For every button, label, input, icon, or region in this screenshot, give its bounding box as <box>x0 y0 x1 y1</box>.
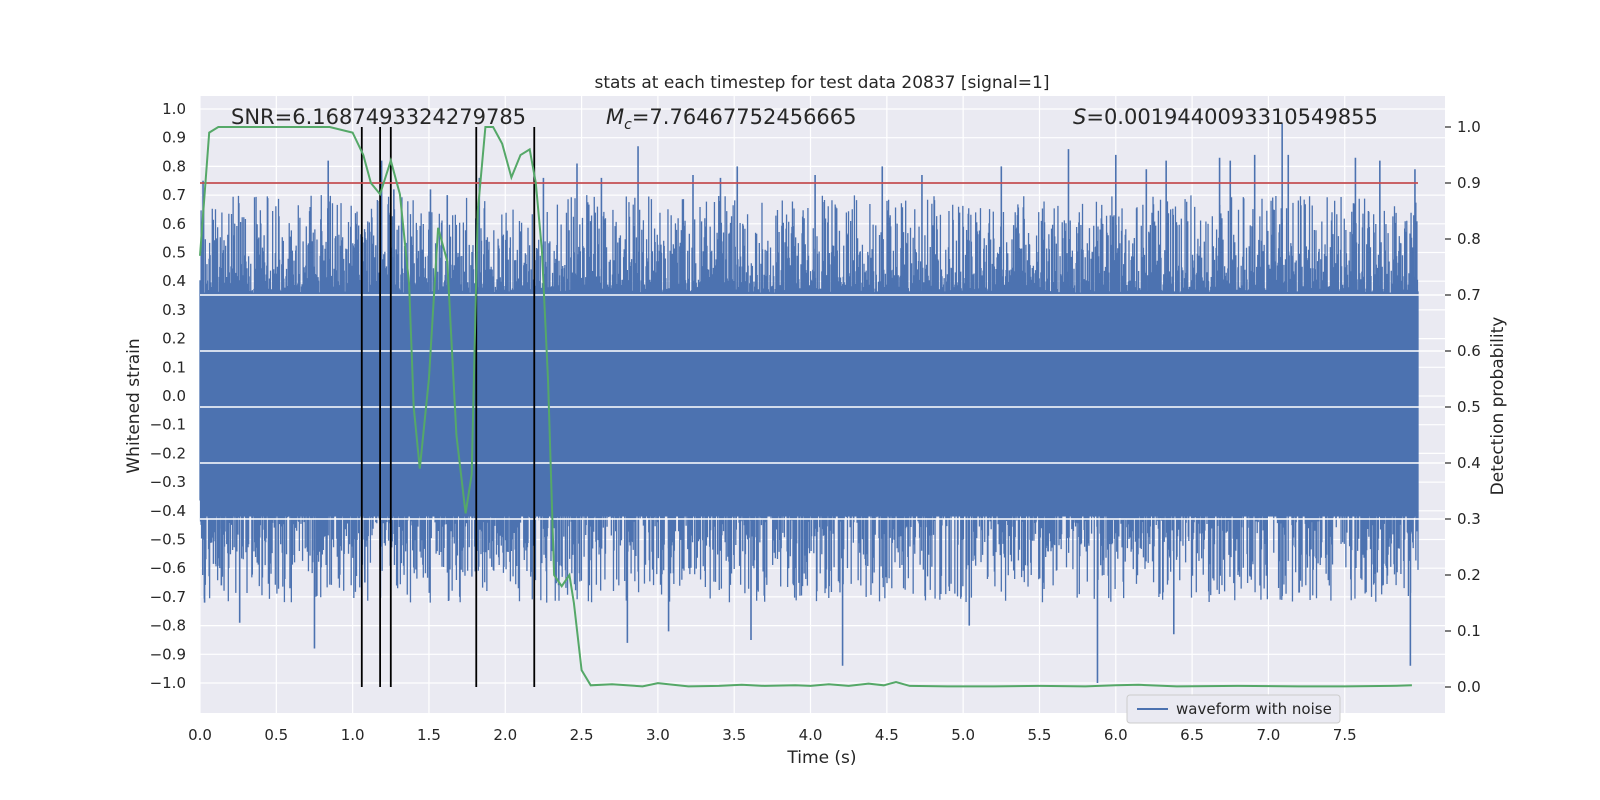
x-tick-label: 6.5 <box>1180 726 1204 744</box>
snr-s-annotation: S=0.0019440093310549855 <box>1073 105 1378 129</box>
left-tick-label: 0.5 <box>162 244 186 262</box>
right-tick-label: 1.0 <box>1457 118 1481 136</box>
grid-overlay <box>200 294 1445 520</box>
probability-curve <box>199 126 1412 688</box>
chirp-mass-annotation: Mc=7.76467752456665 <box>606 105 857 133</box>
x-tick-label: 5.0 <box>951 726 975 744</box>
x-tick-label: 3.5 <box>722 726 746 744</box>
right-axis: 1.0 0.9 0.8 0.7 0.6 0.5 0.4 0.3 0.2 0.1 0.0 <box>1445 118 1481 696</box>
legend: waveform with noise <box>1126 694 1341 724</box>
left-axis-label: Whitened strain <box>124 338 144 473</box>
x-tick-label: 6.0 <box>1104 726 1128 744</box>
right-tick-label: 0.2 <box>1457 566 1481 584</box>
left-tick-label: −0.3 <box>150 473 186 491</box>
snr-annotation: SNR=6.1687493324279785 <box>231 105 526 129</box>
right-tick-label: 0.9 <box>1457 174 1481 192</box>
right-tick-label: 0.8 <box>1457 230 1481 248</box>
left-tick-label: 0.2 <box>162 330 186 348</box>
chirp-mass-subscript: c <box>624 117 632 133</box>
left-tick-label: 1.0 <box>162 100 186 118</box>
x-tick-label: 0.5 <box>264 726 288 744</box>
left-tick-label: −0.8 <box>150 617 186 635</box>
right-axis-label: Detection probability <box>1488 317 1508 496</box>
left-tick-label: −1.0 <box>150 674 186 692</box>
x-tick-label: 4.5 <box>875 726 899 744</box>
x-axis-label: Time (s) <box>786 748 856 768</box>
left-tick-label: 0.1 <box>162 358 186 376</box>
left-tick-label: −0.9 <box>150 645 186 663</box>
legend-label: waveform with noise <box>1176 700 1332 718</box>
left-tick-label: −0.4 <box>150 502 186 520</box>
left-tick-label: −0.6 <box>150 559 186 577</box>
left-tick-label: 0.7 <box>162 186 186 204</box>
s-symbol: S <box>1073 105 1086 129</box>
x-tick-label: 7.5 <box>1333 726 1357 744</box>
left-tick-label: 0.8 <box>162 157 186 175</box>
right-tick-label: 0.0 <box>1457 678 1481 696</box>
left-tick-label: −0.1 <box>150 416 186 434</box>
x-axis: 0.0 0.5 1.0 1.5 2.0 2.5 3.0 3.5 4.0 4.5 5.0 5.5 6.0 6… <box>188 726 1357 744</box>
x-tick-label: 0.0 <box>188 726 212 744</box>
waveform-band <box>199 195 1419 603</box>
x-tick-label: 1.5 <box>417 726 441 744</box>
x-tick-label: 2.0 <box>493 726 517 744</box>
x-tick-label: 2.5 <box>570 726 594 744</box>
chirp-mass-value: =7.76467752456665 <box>632 105 857 129</box>
x-tick-label: 3.0 <box>646 726 670 744</box>
right-tick-label: 0.1 <box>1457 622 1481 640</box>
left-tick-label: 0.4 <box>162 272 186 290</box>
x-tick-label: 5.5 <box>1028 726 1052 744</box>
right-tick-label: 0.5 <box>1457 398 1481 416</box>
x-tick-label: 7.0 <box>1256 726 1280 744</box>
left-tick-label: 0.3 <box>162 301 186 319</box>
s-value: =0.0019440093310549855 <box>1086 105 1378 129</box>
right-tick-label: 0.4 <box>1457 454 1481 472</box>
x-tick-label: 4.0 <box>799 726 823 744</box>
left-axis: 1.0 0.9 0.8 0.7 0.6 0.5 0.4 0.3 0.2 0.1 0.0 −0.1 −0.… <box>150 100 186 692</box>
waveform-core <box>200 292 1418 517</box>
left-tick-label: 0.0 <box>162 387 186 405</box>
left-tick-label: −0.5 <box>150 531 186 549</box>
left-tick-label: −0.2 <box>150 444 186 462</box>
right-tick-label: 0.7 <box>1457 286 1481 304</box>
chirp-mass-symbol: M <box>606 105 624 129</box>
x-tick-label: 1.0 <box>341 726 365 744</box>
right-tick-label: 0.6 <box>1457 342 1481 360</box>
chart-title: stats at each timestep for test data 208… <box>595 73 1050 93</box>
left-tick-label: −0.7 <box>150 588 186 606</box>
legend-box <box>1126 694 1341 724</box>
vertical-markers <box>360 127 536 687</box>
right-tick-label: 0.3 <box>1457 510 1481 528</box>
probability-line <box>199 126 1412 688</box>
left-tick-label: 0.9 <box>162 129 186 147</box>
left-tick-label: 0.6 <box>162 215 186 233</box>
